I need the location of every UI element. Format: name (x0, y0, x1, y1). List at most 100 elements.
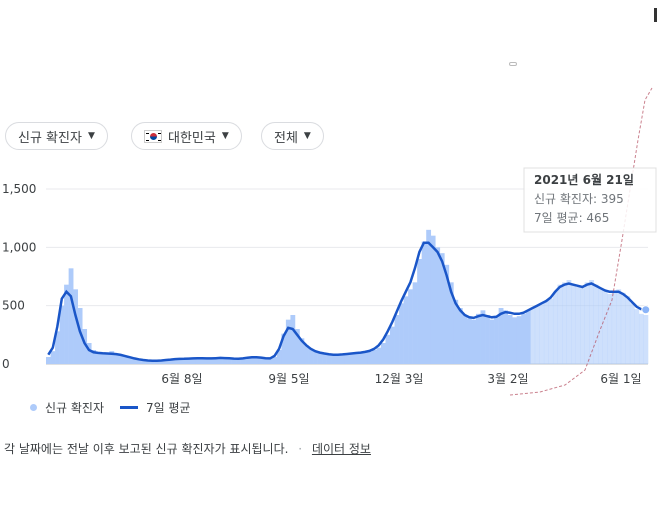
daily-cases-bar (172, 359, 178, 364)
daily-cases-bar (503, 310, 508, 364)
daily-cases-bar (127, 357, 133, 364)
metric-filter-chip[interactable]: 신규 확진자 ▼ (5, 122, 108, 150)
tooltip-cases: 신규 확진자: 395 (534, 192, 624, 206)
daily-cases-bar (177, 358, 183, 364)
daily-cases-bar (240, 358, 246, 364)
daily-cases-bar (552, 291, 558, 364)
daily-cases-bar (199, 358, 205, 364)
daily-cases-bar (163, 359, 169, 364)
daily-cases-bar (625, 296, 631, 364)
daily-cases-bar (132, 358, 137, 364)
daily-cases-bar (457, 308, 463, 364)
daily-cases-bar (611, 291, 617, 364)
metric-filter-label: 신규 확진자 (18, 130, 82, 146)
daily-cases-bar (598, 288, 604, 364)
region-filter-chip[interactable]: 대한민국 ▼ (131, 122, 242, 150)
daily-cases-bar (59, 305, 65, 364)
daily-cases-bar (349, 353, 355, 364)
daily-cases-bar (285, 319, 291, 364)
hover-point (641, 305, 651, 315)
daily-cases-bar (227, 358, 232, 364)
overlay-line (509, 87, 653, 396)
cases-chart[interactable]: 1,500 1,000 500 0 6월 8일 9월 5일 12월 3일 3월 2일 6월 1… (0, 0, 658, 400)
daily-cases-bar (181, 358, 187, 364)
daily-cases-bar (453, 299, 459, 364)
daily-cases-bar (575, 287, 581, 364)
daily-cases-bar (258, 357, 264, 364)
data-info-link[interactable]: 데이터 정보 (311, 442, 371, 456)
footer-note-text: 각 날짜에는 전날 이후 보고된 신규 확진자가 표시됩니다. (4, 442, 289, 456)
daily-cases-bar (267, 358, 273, 364)
daily-cases-bar (512, 317, 518, 364)
daily-cases-bar (557, 284, 563, 364)
daily-cases-bar (403, 296, 409, 364)
daily-cases-bar (634, 309, 640, 364)
daily-cases-bar (566, 280, 572, 364)
daily-cases-bar (367, 351, 373, 364)
daily-cases-bar (150, 360, 155, 364)
daily-cases-bar (317, 352, 323, 364)
daily-cases-bar (602, 290, 608, 364)
daily-cases-bar (412, 282, 418, 364)
thumbnail-bar (654, 8, 657, 22)
daily-cases-bar (448, 282, 454, 364)
y-tick-label: 0 (2, 357, 10, 371)
daily-cases-bar (494, 317, 499, 364)
daily-cases-bar (444, 264, 450, 364)
tooltip-avg: 7일 평균: 465 (534, 211, 609, 225)
daily-cases-bar (263, 358, 269, 364)
daily-cases-bar (113, 353, 119, 364)
daily-cases-bar (104, 352, 110, 364)
daily-cases-bar (530, 308, 536, 364)
caret-down-icon: ▼ (87, 131, 95, 141)
daily-cases-bar (204, 358, 210, 364)
daily-cases-bar (109, 351, 115, 364)
daily-cases-bar (168, 359, 174, 364)
caret-down-icon: ▼ (221, 131, 229, 141)
period-filter-chip[interactable]: 전체 ▼ (261, 122, 324, 150)
x-tick-label: 6월 1일 (600, 372, 641, 386)
daily-cases-bar (358, 352, 364, 364)
x-tick-label: 9월 5일 (268, 372, 309, 386)
daily-cases-bar (118, 354, 124, 364)
daily-cases-bar (480, 310, 486, 364)
daily-cases-bar (95, 352, 101, 364)
daily-cases-bar (122, 355, 128, 364)
daily-cases-bar (376, 347, 382, 364)
chart-legend: 신규 확진자 7일 평균 (30, 399, 191, 416)
daily-cases-bar (141, 359, 146, 364)
daily-cases-bar (362, 352, 368, 364)
daily-cases-bar (385, 334, 391, 364)
daily-cases-bar (476, 313, 481, 364)
daily-cases-bar (245, 357, 250, 364)
daily-cases-bar (539, 303, 545, 364)
daily-cases-bar (77, 308, 83, 364)
daily-cases-bar (471, 319, 477, 364)
daily-cases-bar (86, 343, 92, 364)
daily-cases-bar (584, 282, 590, 364)
daily-cases-bar (331, 354, 336, 364)
daily-cases-bar (136, 359, 142, 364)
daily-cases-bar (335, 354, 341, 364)
daily-cases-bar (213, 357, 219, 364)
daily-cases-bar (421, 241, 427, 364)
daily-cases-bar (195, 357, 201, 364)
daily-cases-bar (534, 305, 540, 364)
daily-cases-bar (82, 329, 88, 364)
daily-cases-bar (208, 358, 214, 364)
daily-cases-bar (593, 284, 599, 364)
daily-cases-bar (281, 333, 287, 364)
legend-avg-label: 7일 평균 (146, 401, 191, 415)
daily-cases-bar (304, 345, 309, 364)
daily-cases-bar (439, 253, 445, 364)
daily-cases-bar (390, 326, 395, 364)
daily-cases-bar (145, 360, 151, 364)
daily-cases-bar (562, 282, 567, 364)
daily-cases-bar (159, 360, 164, 364)
daily-cases-bar (638, 313, 644, 364)
daily-cases-bar (73, 289, 78, 364)
daily-cases-bar (607, 294, 613, 364)
daily-cases-bar (394, 315, 400, 364)
daily-cases-bar (399, 303, 404, 364)
daily-cases-bar (571, 284, 576, 364)
